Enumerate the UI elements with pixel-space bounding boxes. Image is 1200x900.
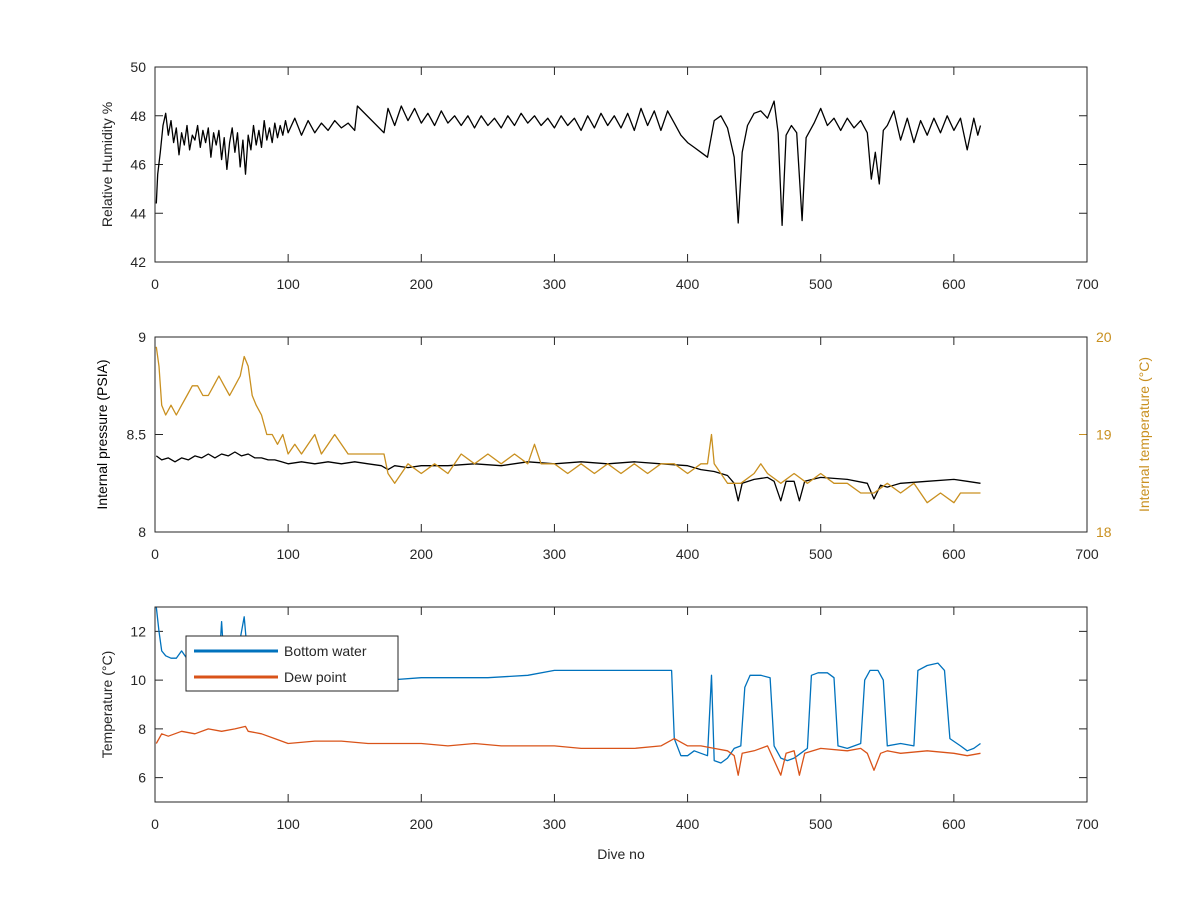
right-y-tick-label: 18 bbox=[1096, 524, 1112, 540]
series-line-1-1 bbox=[155, 346, 981, 504]
y-tick-label: 50 bbox=[130, 59, 146, 75]
x-tick-label: 500 bbox=[809, 816, 833, 832]
legend-label-bottom-water: Bottom water bbox=[284, 643, 367, 659]
temperature-panel: 0 100 200 300 400 500 600 700 6 8 10 12 Temperature… bbox=[99, 606, 1099, 862]
x-tick-label: 200 bbox=[410, 816, 434, 832]
x-tick-label: 600 bbox=[942, 546, 966, 562]
x-tick-label: 400 bbox=[676, 816, 700, 832]
y-tick-label: 46 bbox=[130, 157, 146, 173]
y-tick-label: 6 bbox=[138, 770, 146, 786]
x-tick-label: 300 bbox=[543, 276, 567, 292]
right-y-tick-label: 20 bbox=[1096, 329, 1112, 345]
y-tick-label: 8 bbox=[138, 524, 146, 540]
temperature-y-axis-label: Temperature (°C) bbox=[99, 651, 115, 759]
x-axis-label: Dive no bbox=[597, 846, 645, 862]
x-tick-label: 700 bbox=[1075, 816, 1099, 832]
x-tick-label: 300 bbox=[543, 816, 567, 832]
x-tick-label: 0 bbox=[151, 276, 159, 292]
x-tick-label: 200 bbox=[410, 546, 434, 562]
x-tick-label: 400 bbox=[676, 276, 700, 292]
x-tick-label: 700 bbox=[1075, 546, 1099, 562]
series-line-1-0 bbox=[155, 451, 981, 502]
series-line-0-0 bbox=[155, 100, 982, 227]
humidity-series-group bbox=[155, 100, 982, 227]
temperature-plot-frame bbox=[154, 606, 1088, 803]
right-y-tick-label: 19 bbox=[1096, 427, 1112, 443]
humidity-ticks: 0 100 200 300 400 500 600 700 42 44 46 48 50 bbox=[130, 59, 1098, 292]
legend-box bbox=[185, 635, 399, 692]
y-tick-label: 44 bbox=[130, 205, 146, 221]
x-tick-label: 0 bbox=[151, 546, 159, 562]
x-tick-label: 600 bbox=[942, 276, 966, 292]
x-tick-label: 100 bbox=[276, 276, 300, 292]
y-tick-label: 12 bbox=[130, 623, 146, 639]
x-tick-label: 700 bbox=[1075, 276, 1099, 292]
pressure-plot-frame bbox=[154, 336, 1088, 533]
x-tick-label: 100 bbox=[276, 546, 300, 562]
pressure-series-group bbox=[155, 346, 981, 504]
x-tick-label: 500 bbox=[809, 276, 833, 292]
x-tick-label: 100 bbox=[276, 816, 300, 832]
x-tick-label: 200 bbox=[410, 276, 434, 292]
legend: Bottom water Dew point bbox=[185, 635, 399, 692]
pressure-panel: 0 100 200 300 400 500 600 700 8 8.5 9 18 19 20 Inter… bbox=[94, 329, 1152, 562]
humidity-y-axis-label: Relative Humidity % bbox=[99, 102, 115, 227]
x-tick-label: 0 bbox=[151, 816, 159, 832]
y-tick-label: 42 bbox=[130, 254, 146, 270]
x-tick-label: 400 bbox=[676, 546, 700, 562]
legend-label-dew-point: Dew point bbox=[284, 669, 346, 685]
x-tick-label: 600 bbox=[942, 816, 966, 832]
y-tick-label: 8 bbox=[138, 721, 146, 737]
humidity-panel: 0 100 200 300 400 500 600 700 42 44 46 48 50 Relativ… bbox=[99, 59, 1099, 292]
y-tick-label: 8.5 bbox=[127, 427, 147, 443]
temperature-right-y-axis-label: Internal temperature (°C) bbox=[1136, 357, 1152, 512]
temperature-right-ticks: 18 19 20 bbox=[1079, 329, 1112, 540]
x-tick-label: 300 bbox=[543, 546, 567, 562]
humidity-plot-frame bbox=[154, 66, 1088, 263]
pressure-y-axis-label: Internal pressure (PSIA) bbox=[94, 359, 110, 509]
series-line-dew-point bbox=[155, 725, 981, 776]
y-tick-label: 48 bbox=[130, 108, 146, 124]
x-tick-label: 500 bbox=[809, 546, 833, 562]
y-tick-label: 9 bbox=[138, 329, 146, 345]
pressure-ticks: 0 100 200 300 400 500 600 700 8 8.5 9 bbox=[127, 329, 1099, 562]
y-tick-label: 10 bbox=[130, 672, 146, 688]
